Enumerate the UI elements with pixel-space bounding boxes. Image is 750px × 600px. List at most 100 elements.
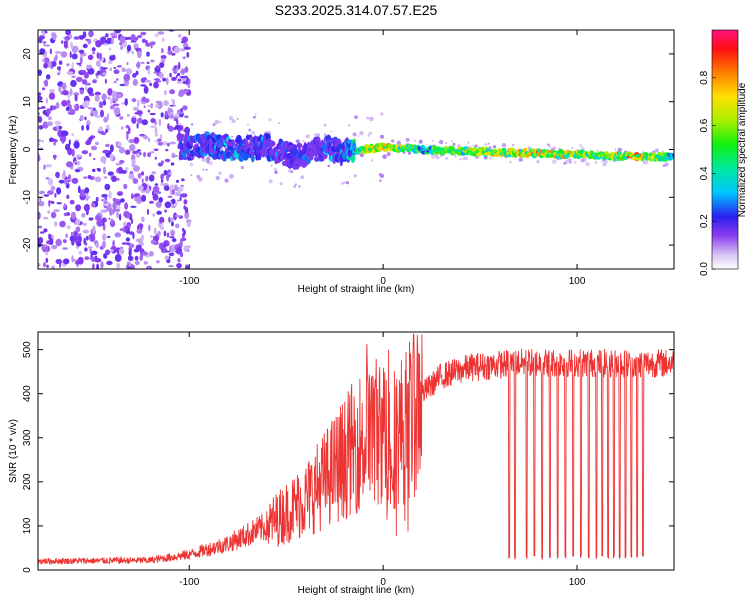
spectrogram-ridge-cell xyxy=(435,150,439,155)
spectrogram-noise-cell xyxy=(50,185,56,191)
snr-x-label: Height of straight line (km) xyxy=(298,585,415,596)
spectrogram-noise-cell xyxy=(81,150,89,155)
spectrogram-noise-cell xyxy=(125,82,129,85)
spectrogram-noise-cell xyxy=(114,253,122,262)
spectrogram-noise-cell xyxy=(42,30,46,37)
spectrogram-noise-cell xyxy=(119,159,125,164)
spectrogram-noise-cell xyxy=(63,212,68,216)
spectrogram-noise-cell xyxy=(74,94,78,102)
spectrogram-noise-cell xyxy=(84,256,90,261)
spectrogram-noise-cell xyxy=(180,40,186,44)
spectrogram-ridge-cell xyxy=(296,142,303,149)
spectrogram-noise-cell xyxy=(154,120,157,126)
spectrogram-noise-cell xyxy=(87,87,94,95)
spectrogram-noise-cell xyxy=(100,156,107,163)
spectrogram-noise-cell xyxy=(154,156,157,160)
spectrogram-noise-cell xyxy=(159,216,165,224)
spectrogram-noise-cell xyxy=(101,67,108,70)
spectrogram-noise-cell xyxy=(124,98,128,106)
spectrogram-noise-cell xyxy=(150,43,153,49)
spectrogram-noise-cell xyxy=(131,98,137,102)
spectrogram-noise-cell xyxy=(102,240,106,249)
spectrogram-noise-cell xyxy=(182,81,189,85)
spectrogram-noise-cell xyxy=(130,34,136,42)
spectrogram-noise-cell xyxy=(147,152,152,158)
spectrogram-noise-cell xyxy=(100,109,104,118)
spectrogram-ridge-cell xyxy=(350,154,356,163)
spectrogram-noise-cell xyxy=(125,237,131,242)
spectrogram-noise-cell xyxy=(92,109,99,117)
spectrogram-noise-cell xyxy=(54,120,62,125)
spectrogram-noise-cell xyxy=(173,46,181,54)
spectrogram-noise-cell xyxy=(157,230,161,237)
spectrogram-noise-cell xyxy=(164,185,170,191)
spectrogram-noise-cell xyxy=(48,92,56,100)
spectrogram-noise-cell xyxy=(71,45,79,53)
spectrogram-halo-cell xyxy=(617,147,623,153)
spectrogram-halo-cell xyxy=(569,161,572,164)
spectrogram-noise-cell xyxy=(105,128,108,134)
spectrogram-noise-cell xyxy=(56,125,59,132)
snr-y-label: SNR (10 * v/v) xyxy=(8,419,19,483)
spectrogram-halo-cell xyxy=(352,132,357,137)
spectrogram-noise-cell xyxy=(158,197,163,203)
spectrogram-halo-cell xyxy=(246,133,249,135)
spectrogram-noise-cell xyxy=(42,41,47,44)
spectrogram-halo-cell xyxy=(614,148,617,151)
spectrogram-noise-cell xyxy=(131,116,137,124)
spectrogram-noise-cell xyxy=(107,37,112,42)
spectrogram-noise-cell xyxy=(62,258,70,265)
spectrogram-noise-cell xyxy=(38,263,41,267)
spectrogram-noise-cell xyxy=(180,184,184,187)
spectrogram-noise-cell xyxy=(164,201,172,209)
spectrogram-noise-cell xyxy=(160,112,164,118)
spectrogram-noise-cell xyxy=(182,56,186,59)
spectrogram-noise-cell xyxy=(172,68,176,72)
spectrogram-noise-cell xyxy=(167,107,172,114)
spectrogram-noise-cell xyxy=(39,196,42,202)
spectrogram-noise-cell xyxy=(67,99,71,107)
spectrogram-halo-cell xyxy=(360,153,364,158)
colorbar-tick-label: 0.4 xyxy=(699,166,710,180)
spectrogram-noise-cell xyxy=(70,41,73,50)
spectrogram-noise-cell xyxy=(116,211,119,219)
spectrogram-noise-cell xyxy=(108,217,111,220)
spectrogram-noise-cell xyxy=(38,116,43,123)
spectrogram-halo-cell xyxy=(273,167,277,171)
spectrogram-noise-cell xyxy=(164,158,171,163)
spectrogram-halo-cell xyxy=(202,168,205,171)
spectrogram-noise-cell xyxy=(136,149,142,152)
spectrogram-noise-cell xyxy=(88,136,94,141)
spectrogram-noise-cell xyxy=(150,239,156,245)
spectrogram-x-tick-label: 0 xyxy=(380,276,386,287)
spectrogram-noise-cell xyxy=(99,130,105,135)
spectrogram-noise-cell xyxy=(180,186,184,192)
spectrogram-halo-cell xyxy=(323,133,327,137)
spectrogram-halo-cell xyxy=(396,140,401,146)
spectrogram-y-axis: -20 -10 0 10 20 xyxy=(22,48,674,252)
spectrogram-noise-cell xyxy=(127,126,131,134)
spectrogram-noise-cell xyxy=(66,63,70,67)
spectrogram-noise-cell xyxy=(54,221,58,227)
spectrogram-noise-cell xyxy=(164,90,167,96)
spectrogram-noise-cell xyxy=(38,237,44,244)
spectrogram-noise-cell xyxy=(75,204,82,212)
spectrogram-noise-cell xyxy=(77,233,82,236)
spectrogram-noise-cell xyxy=(77,256,84,265)
spectrogram-noise-cell xyxy=(92,263,95,269)
spectrogram-noise-cell xyxy=(73,92,80,96)
spectrogram-noise-cell xyxy=(119,35,126,44)
spectrogram-halo-cell xyxy=(212,123,216,127)
spectrogram-halo-cell xyxy=(518,157,523,162)
spectrogram-noise-cell xyxy=(116,191,123,196)
spectrogram-noise-cell xyxy=(163,230,167,237)
spectrogram-halo-cell xyxy=(240,165,244,170)
spectrogram-noise-cell xyxy=(79,221,83,225)
spectrogram-ridge-cell xyxy=(206,134,211,141)
spectrogram-noise-cell xyxy=(58,60,63,65)
spectrogram-y-tick-label: 20 xyxy=(22,48,33,60)
spectrogram-halo-cell xyxy=(594,161,598,164)
spectrogram-noise-cell xyxy=(113,80,117,84)
spectrogram-noise-cell xyxy=(82,31,87,39)
spectrogram-noise-cell xyxy=(178,61,181,70)
